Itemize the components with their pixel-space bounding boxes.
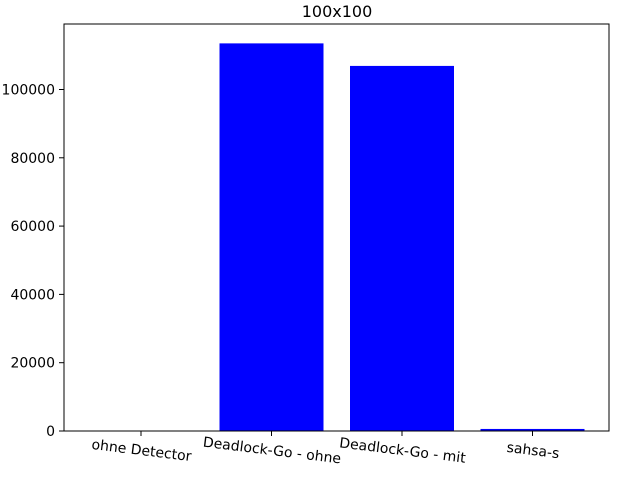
x-tick-label-2: Deadlock-Go - mit (338, 435, 467, 466)
chart-title: 100x100 (302, 2, 373, 21)
plot-frame (63, 23, 610, 432)
y-tick-label-0: 0 (46, 424, 55, 440)
x-axis: ohne Detector Deadlock-Go - ohneDeadlock-… (91, 431, 561, 468)
y-tick-label-1: 20000 (10, 356, 55, 372)
y-tick-label-2: 40000 (10, 287, 55, 303)
y-tick-label-5: 100000 (2, 82, 55, 98)
y-tick-label-4: 80000 (10, 151, 55, 167)
bar-2 (350, 65, 454, 432)
bar-3 (480, 428, 585, 431)
bar-1 (219, 43, 324, 431)
y-axis: 0 20000 40000 60000 80000 100000 (2, 82, 64, 440)
x-tick-label-1: Deadlock-Go - ohne (202, 435, 342, 468)
bars-layer (219, 43, 585, 432)
y-tick-label-3: 60000 (10, 219, 55, 235)
x-tick-label-3: sahsa-s (506, 440, 561, 462)
x-tick-label-0: ohne Detector (91, 437, 193, 465)
